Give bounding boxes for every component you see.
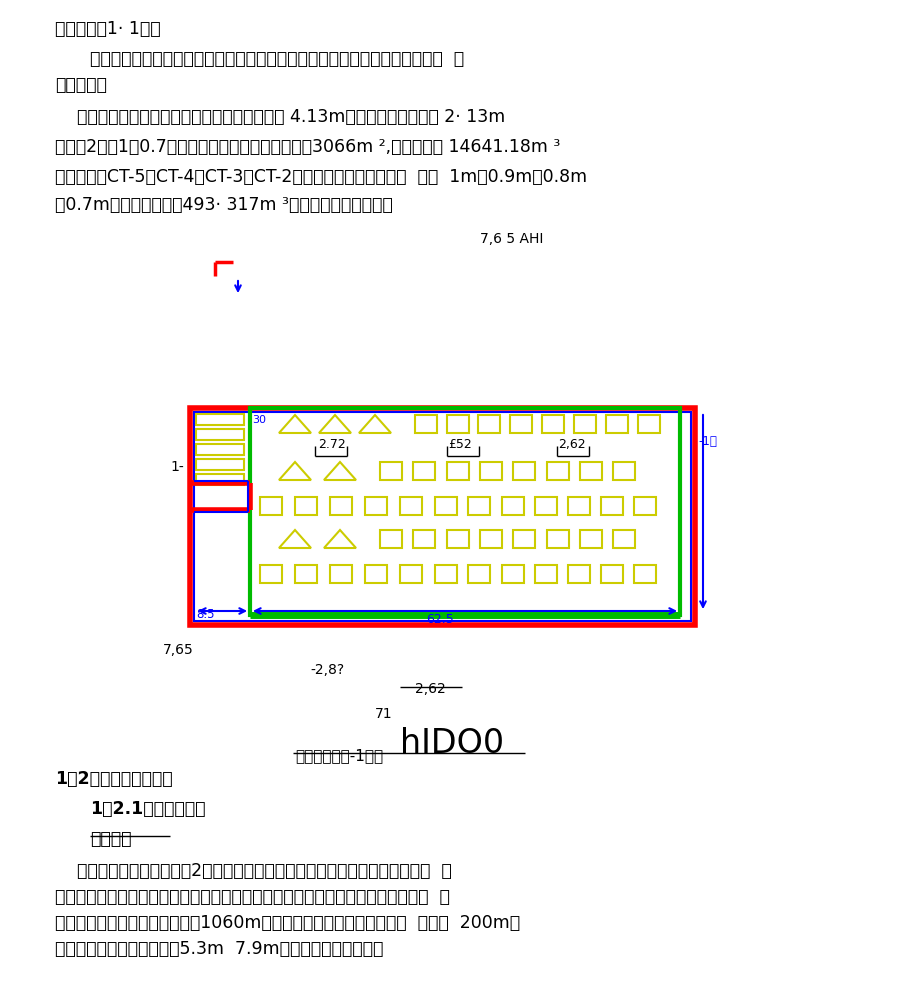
Bar	[547, 462, 568, 480]
Bar	[468, 497, 490, 515]
Bar	[194, 412, 690, 621]
Text: 30: 30	[252, 415, 266, 425]
Bar	[612, 530, 634, 548]
Bar	[579, 462, 601, 480]
Bar	[447, 462, 469, 480]
Bar	[380, 462, 402, 480]
Bar	[513, 462, 535, 480]
Text: 用地内地势较平坦，高程约5.3m  7.9m。车辆段地理位置见图: 用地内地势较平坦，高程约5.3m 7.9m。车辆段地理位置见图	[55, 940, 383, 958]
Bar	[400, 565, 422, 583]
Text: 、0.7m深，开挖体积为493· 317m ³。具体情况请看详图：: 、0.7m深，开挖体积为493· 317m ³。具体情况请看详图：	[55, 196, 392, 214]
Bar	[480, 530, 502, 548]
Bar	[413, 462, 435, 480]
Bar	[435, 565, 457, 583]
Text: （分部工程结构、范围、内容、主要工程数量、本分部工程占总工程的比重及  影: （分部工程结构、范围、内容、主要工程数量、本分部工程占总工程的比重及 影	[90, 50, 463, 68]
Bar	[567, 565, 589, 583]
Bar	[413, 530, 435, 548]
Text: hIDO0: hIDO0	[400, 727, 504, 760]
Bar	[400, 497, 422, 515]
Bar	[579, 530, 601, 548]
Bar	[600, 497, 622, 515]
Bar	[196, 444, 244, 455]
Bar	[190, 408, 694, 625]
Text: 1-: 1-	[170, 460, 184, 474]
Bar	[535, 497, 556, 515]
Bar	[567, 497, 589, 515]
Bar	[502, 565, 524, 583]
Bar	[480, 462, 502, 480]
Text: 地理位置: 地理位置	[90, 830, 131, 848]
Text: 62.5: 62.5	[425, 613, 453, 626]
Text: -2,8?: -2,8?	[310, 663, 344, 677]
Bar	[196, 414, 244, 425]
Bar	[196, 459, 244, 470]
Bar	[606, 415, 628, 433]
Bar	[260, 565, 282, 583]
Bar	[250, 408, 679, 615]
Bar	[547, 530, 568, 548]
Text: £52: £52	[448, 438, 471, 451]
Bar	[330, 497, 352, 515]
Text: 2.72: 2.72	[318, 438, 346, 451]
Bar	[612, 462, 634, 480]
Text: 下院车辆段位于福州地铁2号线线路东端晋安区鼓楼镇洋里村内，段址用地范  围: 下院车辆段位于福州地铁2号线线路东端晋安区鼓楼镇洋里村内，段址用地范 围	[55, 862, 451, 880]
Text: 8.5: 8.5	[196, 608, 214, 621]
Text: 7,65: 7,65	[163, 643, 194, 657]
Text: 2,62: 2,62	[558, 438, 585, 451]
Bar	[330, 565, 352, 583]
Bar	[414, 415, 437, 433]
Bar	[478, 415, 499, 433]
Bar	[196, 429, 244, 440]
Bar	[365, 497, 387, 515]
Bar	[509, 415, 531, 433]
Bar	[435, 497, 457, 515]
Text: 在下院车辆段综合楼有一层地下室开挖深度为 4.13m，分两层开挖以一层 2· 13m: 在下院车辆段综合楼有一层地下室开挖深度为 4.13m，分两层开挖以一层 2· 1…	[55, 108, 505, 126]
Bar	[447, 415, 469, 433]
Bar	[535, 565, 556, 583]
Bar	[633, 497, 655, 515]
Bar	[502, 497, 524, 515]
Text: 7,6 5 AHI: 7,6 5 AHI	[480, 232, 543, 246]
Bar	[295, 497, 317, 515]
Bar	[637, 415, 659, 433]
Text: 基坑放玻开拔-1制面: 基坑放玻开拔-1制面	[295, 748, 382, 763]
Bar	[365, 565, 387, 583]
Text: 。承台部分CT-5、CT-4、CT-3、CT-2分别以基坑底为平面继续  开挖  1m、0.9m、0.8m: 。承台部分CT-5、CT-4、CT-3、CT-2分别以基坑底为平面继续 开挖 1…	[55, 168, 586, 186]
Text: 71: 71	[375, 707, 392, 721]
Bar	[633, 565, 655, 583]
Bar	[380, 530, 402, 548]
Bar	[447, 530, 469, 548]
Bar	[196, 474, 244, 485]
Bar	[468, 565, 490, 583]
Text: 响程度等）: 响程度等）	[55, 76, 107, 94]
Text: 件便利。控制用地范围南北长约1060m，东西向由北向南逐渐变宽，最  宽处约  200m。: 件便利。控制用地范围南北长约1060m，东西向由北向南逐渐变宽，最 宽处约 20…	[55, 914, 519, 932]
Text: 是由温福铁路、福马路、绕城高速安置房（洋里佳园）围合的三角形区域内，交通  条: 是由温福铁路、福马路、绕城高速安置房（洋里佳园）围合的三角形区域内，交通 条	[55, 888, 449, 906]
Bar	[295, 565, 317, 583]
Bar	[260, 497, 282, 515]
Text: 、二层2爪，1：0.7放坡开挖。需要放坡开挖面积为3066m ²,开挖体积为 14641.18m ³: 、二层2爪，1：0.7放坡开挖。需要放坡开挖面积为3066m ²,开挖体积为 1…	[55, 138, 560, 156]
Bar	[513, 530, 535, 548]
Bar	[600, 565, 622, 583]
Bar	[541, 415, 563, 433]
Text: 1．2.1自然地理条件: 1．2.1自然地理条件	[90, 800, 205, 818]
Text: 1．2施工现场环境分析: 1．2施工现场环境分析	[55, 770, 173, 788]
Bar	[573, 415, 596, 433]
Text: 、工程概况1· 1概述: 、工程概况1· 1概述	[55, 20, 161, 38]
Text: -1五: -1五	[698, 435, 716, 448]
Text: 2,62: 2,62	[414, 682, 445, 696]
